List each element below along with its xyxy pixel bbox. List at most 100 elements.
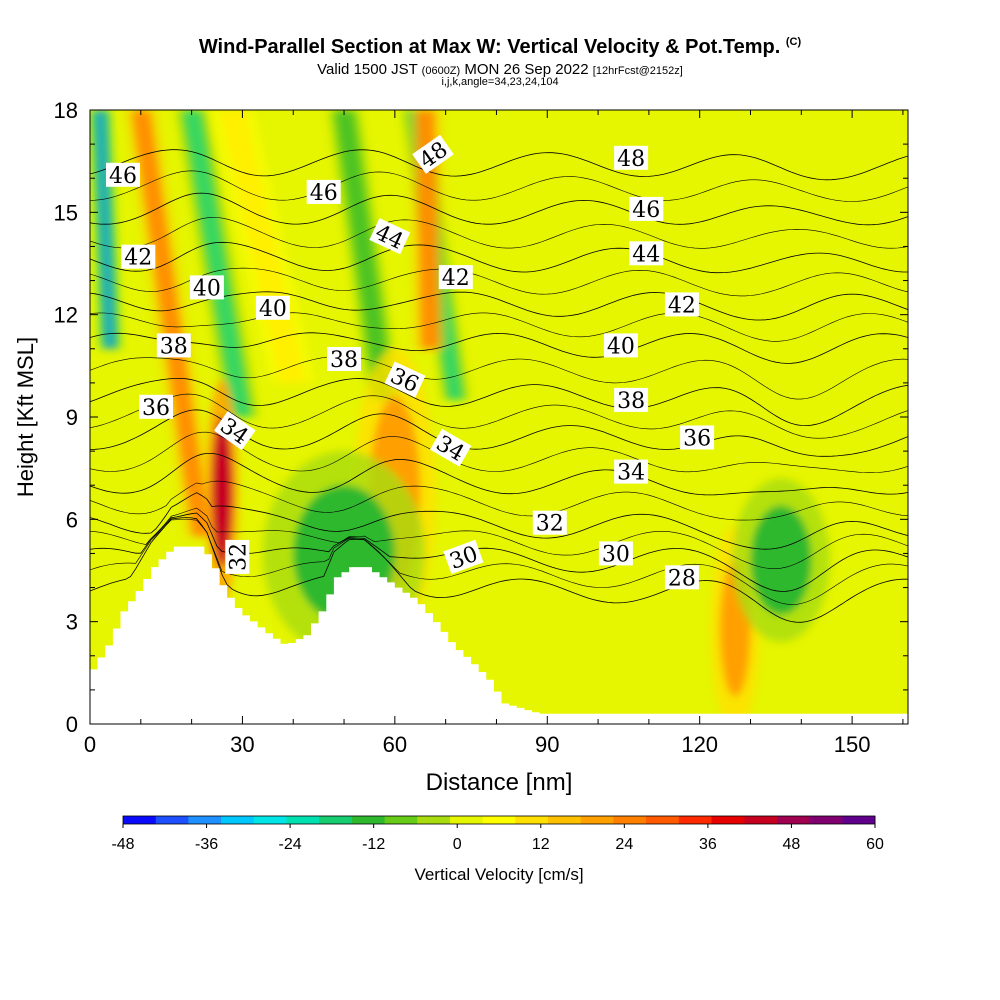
colorbar-tick-label: -36 <box>195 836 218 853</box>
x-axis-label: Distance [nm] <box>426 769 573 796</box>
contour-label-text: 40 <box>607 334 635 359</box>
theta-contour-28 <box>90 517 908 623</box>
colorbar-tick-label: 24 <box>615 836 633 853</box>
colorbar-swatch <box>384 816 418 824</box>
colorbar-swatch <box>188 816 222 824</box>
w-band-halo <box>124 110 218 537</box>
colorbar-swatch <box>286 816 320 824</box>
x-tick-label: 120 <box>681 732 718 757</box>
colorbar-swatch <box>319 816 353 824</box>
colorbar-swatch <box>580 816 614 824</box>
contour-label-text: 46 <box>632 198 660 223</box>
contour-label-bg <box>213 411 256 451</box>
theta-contour-minor <box>90 393 908 439</box>
contour-label-36: 36 <box>680 425 715 452</box>
contour-label-42: 42 <box>121 244 156 271</box>
colorbar: -48 -36 -24 -12 0 12 24 36 48 60 Vertical Velocity… <box>111 815 884 884</box>
contour-label-bg <box>664 292 699 317</box>
contour-label-bg <box>614 145 649 170</box>
colorbar-swatch <box>842 816 876 824</box>
contour-label-bg <box>384 361 426 398</box>
contour-label-bg <box>106 162 140 187</box>
w-band-halo <box>409 110 447 349</box>
contour-label-30: 30 <box>443 539 484 575</box>
x-tick-label: 0 <box>84 732 96 757</box>
contour-label-bg <box>438 265 473 290</box>
colorbar-swatch <box>809 816 843 824</box>
contour-label-text: 28 <box>668 566 696 591</box>
y-tick-label: 15 <box>54 200 78 225</box>
contour-label-bg <box>629 196 664 221</box>
contour-label-30: 30 <box>598 541 633 567</box>
contour-label-bg <box>139 394 173 419</box>
contour-label-bg <box>189 275 224 300</box>
colorbar-tick-label: -48 <box>111 836 134 853</box>
colorbar-swatch <box>711 816 745 824</box>
theta-contour-minor <box>90 355 908 400</box>
y-tick-label: 18 <box>54 98 78 123</box>
contour-label-bg <box>156 333 191 358</box>
contour-label-text: 46 <box>310 181 338 206</box>
contour-label-bg <box>614 459 649 484</box>
x-tick-label: 60 <box>383 732 407 757</box>
colorbar-swatch <box>482 816 516 824</box>
theta-contour-42 <box>90 291 908 321</box>
theta-contour-44 <box>90 241 908 274</box>
contour-label-text: 32 <box>226 543 251 571</box>
contour-label-bg <box>327 347 361 371</box>
contour-label-text: 48 <box>617 147 645 172</box>
colorbar-swatch <box>613 816 647 824</box>
theta-contour-32 <box>90 492 908 550</box>
contour-label-bg <box>680 425 715 450</box>
contour-label-bg <box>614 387 649 412</box>
contour-label-bg <box>598 541 633 566</box>
contour-label-32: 32 <box>225 539 251 574</box>
x-tick-label: 90 <box>535 732 559 757</box>
colorbar-label: Vertical Velocity [cm/s] <box>414 865 583 884</box>
contour-label-text: 38 <box>330 348 358 373</box>
y-tick-label: 9 <box>66 405 78 430</box>
theta-contour-minor <box>90 267 908 297</box>
y-tick-label: 0 <box>66 712 78 737</box>
contour-label-text: 30 <box>602 542 630 567</box>
colorbar-swatch <box>449 816 484 824</box>
contour-label-bg <box>255 295 290 320</box>
colorbar-swatch <box>515 816 549 824</box>
terrain-mask <box>90 546 908 724</box>
theta-contour-48 <box>90 149 908 181</box>
contour-label-42: 42 <box>664 292 699 318</box>
contour-label-38: 38 <box>327 347 361 373</box>
contour-label-text: 40 <box>193 276 221 301</box>
contour-label-38: 38 <box>614 387 649 414</box>
contour-label-42: 42 <box>438 265 473 291</box>
contour-label-bg <box>225 539 250 574</box>
contour-label-bg <box>369 218 411 255</box>
contour-label-44: 44 <box>629 241 664 267</box>
chart-title: Wind-Parallel Section at Max W: Vertical… <box>198 36 802 58</box>
colorbar-swatch <box>646 816 680 824</box>
contour-label-40: 40 <box>255 295 290 322</box>
colorbar-swatch <box>221 816 255 824</box>
colorbar-tick-label: -24 <box>279 836 302 853</box>
contour-label-text: 46 <box>109 164 137 189</box>
colorbar-swatch <box>776 816 811 824</box>
x-tick-label: 150 <box>834 732 871 757</box>
contour-label-28: 28 <box>664 565 699 591</box>
contour-label-bg <box>412 134 454 174</box>
colorbar-swatch <box>351 816 386 824</box>
contour-label-bg <box>532 510 567 535</box>
contour-label-bg <box>443 539 484 574</box>
contour-label-bg <box>121 244 156 269</box>
colorbar-swatch <box>744 816 778 824</box>
theta-contour-40 <box>90 332 908 364</box>
contour-label-text: 42 <box>124 246 152 271</box>
colorbar-swatch <box>123 816 157 824</box>
contour-label-46: 46 <box>106 162 140 189</box>
colorbar-swatch <box>678 816 713 824</box>
theta-contour-38 <box>90 378 908 427</box>
w-band-halo <box>328 110 401 400</box>
contour-label-text: 36 <box>142 396 170 421</box>
theta-contour-minor <box>90 480 908 521</box>
colorbar-swatch <box>253 816 287 824</box>
